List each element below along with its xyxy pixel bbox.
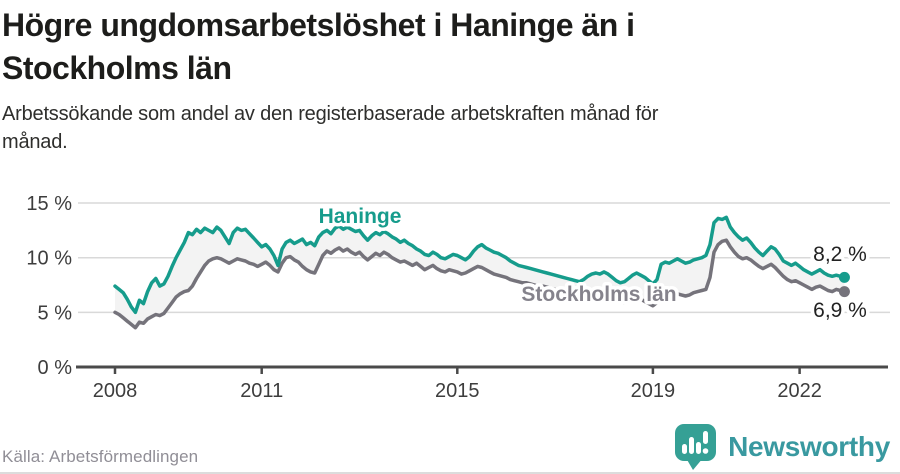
between-series-band — [115, 217, 845, 328]
x-axis-label: 2011 — [240, 380, 283, 402]
y-axis-label: 0 % — [38, 357, 73, 379]
logo-wordmark: Newsworthy — [728, 431, 890, 462]
series-end-dot — [838, 286, 850, 298]
y-axis-label: 10 % — [26, 248, 72, 270]
series-label-stockholms-lan: Stockholms län — [521, 283, 676, 306]
series-label-haninge: Haninge — [319, 205, 402, 228]
source-credit: Källa: Arbetsförmedlingen — [2, 447, 199, 466]
newsworthy-speech-bubble-bar-chart-icon — [675, 424, 717, 470]
end-value-label-stockholms-lan: 6,9 % — [813, 299, 867, 322]
series-line-haninge — [113, 215, 847, 315]
y-axis-label: 5 % — [38, 302, 73, 324]
x-axis-label: 2015 — [435, 380, 480, 402]
chart-subtitle: Arbetssökande som andel av den registerb… — [2, 100, 658, 156]
series-line-stockholms-ln — [113, 238, 847, 330]
x-axis-label: 2022 — [777, 380, 822, 402]
page-title: Högre ungdomsarbetslöshet i Haninge än i… — [2, 4, 635, 90]
line-chart: 15 % 10 % 5 % 0 % 2008 2011 2015 2019 2022 Haning… — [0, 175, 900, 415]
x-axis-label: 2008 — [93, 380, 138, 402]
title-line-1: Högre ungdomsarbetslöshet i Haninge än i — [2, 7, 635, 43]
newsworthy-logo: Newsworthy — [672, 423, 890, 471]
end-value-label-haninge: 8,2 % — [813, 243, 867, 266]
title-line-2: Stockholms län — [2, 50, 232, 86]
subtitle-line-1: Arbetssökande som andel av den registerb… — [2, 103, 659, 125]
x-axis-label: 2019 — [631, 380, 676, 402]
subtitle-line-2: månad. — [2, 131, 68, 153]
unemployment-line-chart-svg: 15 % 10 % 5 % 0 % 2008 2011 2015 2019 2022 Haning… — [26, 193, 890, 402]
y-axis-label: 15 % — [26, 193, 72, 215]
series-end-dot — [838, 271, 850, 283]
